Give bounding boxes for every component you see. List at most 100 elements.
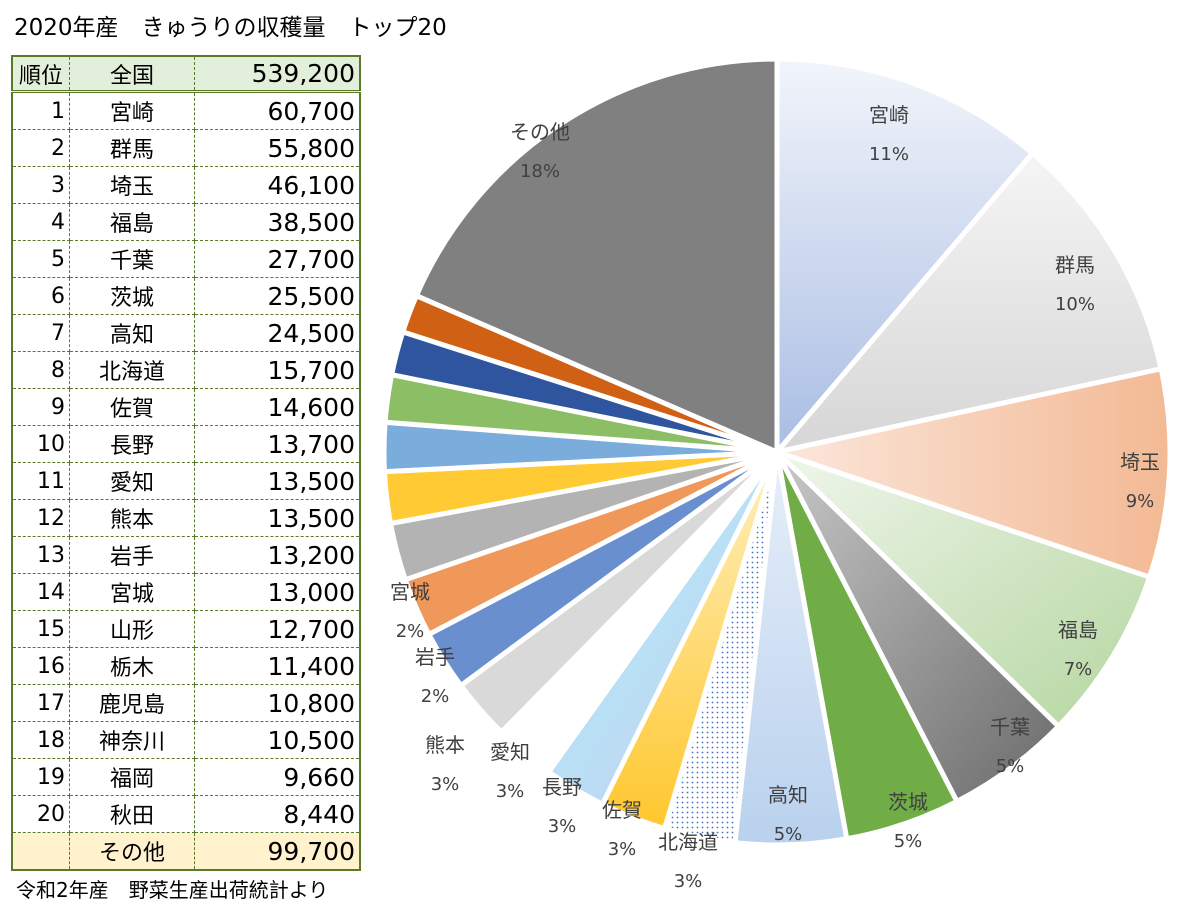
rank-cell: 11: [11, 462, 70, 500]
value-cell: 13,500: [194, 499, 361, 537]
prefecture-cell: 宮崎: [69, 91, 195, 130]
table-row: 19 福岡 9,660: [11, 758, 361, 796]
prefecture-cell: 愛知: [69, 462, 195, 500]
value-cell: 38,500: [194, 203, 361, 241]
rank-cell: 5: [11, 240, 70, 278]
rank-cell: 1: [11, 91, 70, 130]
value-cell: 9,660: [194, 758, 361, 796]
prefecture-cell: 群馬: [69, 129, 195, 167]
chart-title: 2020年産 きゅうりの収穫量 トップ20: [14, 15, 447, 41]
prefecture-cell: 北海道: [69, 351, 195, 389]
header-name: 全国: [69, 55, 195, 93]
prefecture-cell: 福岡: [69, 758, 195, 796]
slice-name-label: 愛知: [490, 740, 530, 764]
slice-name-label: 宮城: [390, 580, 430, 604]
slice-percent-label: 3%: [608, 839, 637, 860]
prefecture-cell: 長野: [69, 425, 195, 463]
prefecture-cell: 秋田: [69, 795, 195, 833]
pie-slice-2: [770, 149, 1165, 457]
slice-name-label: 岩手: [415, 645, 455, 669]
table-row: 4 福島 38,500: [11, 203, 361, 241]
value-cell: 10,500: [194, 721, 361, 759]
value-cell: 13,700: [194, 425, 361, 463]
table-row: 16 栃木 11,400: [11, 647, 361, 685]
slice-percent-label: 5%: [774, 824, 803, 845]
rank-cell: 6: [11, 277, 70, 315]
slice-name-label: 宮崎: [869, 103, 909, 127]
table-row: 18 神奈川 10,500: [11, 721, 361, 759]
value-cell: 15,700: [194, 351, 361, 389]
table-row: 6 茨城 25,500: [11, 277, 361, 315]
rank-cell: 16: [11, 647, 70, 685]
rank-cell: 14: [11, 573, 70, 611]
slice-name-label: 千葉: [990, 715, 1030, 739]
table-row: 10 長野 13,700: [11, 425, 361, 463]
slice-name-label: 熊本: [425, 733, 465, 757]
pie-slice-3: [767, 365, 1173, 581]
slice-name-label: 佐賀: [602, 798, 642, 822]
data-table: 順位 全国 539,200 1 宮崎 60,700 2 群馬 55,800 3 埼玉 46,10…: [11, 55, 361, 871]
prefecture-cell: その他: [69, 832, 195, 871]
slice-percent-label: 11%: [869, 144, 909, 165]
prefecture-cell: 岩手: [69, 536, 195, 574]
table-row: 11 愛知 13,500: [11, 462, 361, 500]
rank-cell: 20: [11, 795, 70, 833]
slice-percent-label: 3%: [674, 871, 703, 892]
slice-percent-label: 5%: [996, 756, 1025, 777]
prefecture-cell: 熊本: [69, 499, 195, 537]
table-row: 8 北海道 15,700: [11, 351, 361, 389]
prefecture-cell: 栃木: [69, 647, 195, 685]
table-row: 17 鹿児島 10,800: [11, 684, 361, 722]
value-cell: 11,400: [194, 647, 361, 685]
rank-cell: 4: [11, 203, 70, 241]
prefecture-cell: 高知: [69, 314, 195, 352]
value-cell: 13,000: [194, 573, 361, 611]
value-cell: 13,500: [194, 462, 361, 500]
rank-cell: [11, 832, 70, 871]
prefecture-cell: 埼玉: [69, 166, 195, 204]
slice-percent-label: 3%: [496, 781, 525, 802]
pie-slice-21: [413, 56, 780, 456]
rank-cell: 2: [11, 129, 70, 167]
slice-name-label: 高知: [768, 783, 808, 807]
header-total: 539,200: [194, 55, 361, 93]
rank-cell: 19: [11, 758, 70, 796]
slice-name-label: 群馬: [1055, 253, 1095, 277]
slice-percent-label: 10%: [1055, 294, 1095, 315]
rank-cell: 7: [11, 314, 70, 352]
slice-name-label: 北海道: [658, 830, 718, 854]
slice-percent-label: 3%: [431, 774, 460, 795]
prefecture-cell: 福島: [69, 203, 195, 241]
prefecture-cell: 宮城: [69, 573, 195, 611]
table-row: 12 熊本 13,500: [11, 499, 361, 537]
slice-percent-label: 2%: [421, 686, 450, 707]
slice-percent-label: 9%: [1126, 491, 1155, 512]
slice-name-label: 福島: [1058, 618, 1098, 642]
table-row-other: その他 99,700: [11, 832, 361, 871]
rank-cell: 10: [11, 425, 70, 463]
pie-slice-4: [775, 449, 1153, 730]
prefecture-cell: 山形: [69, 610, 195, 648]
prefecture-cell: 神奈川: [69, 721, 195, 759]
slice-name-label: 長野: [542, 775, 582, 799]
table-row: 7 高知 24,500: [11, 314, 361, 352]
value-cell: 46,100: [194, 166, 361, 204]
source-note: 令和2年産 野菜生産出荷統計より: [16, 878, 329, 902]
slice-name-label: その他: [510, 120, 570, 144]
value-cell: 13,200: [194, 536, 361, 574]
table-header-row: 順位 全国 539,200: [11, 55, 361, 93]
table-row: 2 群馬 55,800: [11, 129, 361, 167]
value-cell: 27,700: [194, 240, 361, 278]
slice-name-label: 茨城: [888, 790, 928, 814]
rank-cell: 9: [11, 388, 70, 426]
slice-name-label: 埼玉: [1120, 450, 1160, 474]
slice-percent-label: 5%: [894, 831, 923, 852]
table-row: 1 宮崎 60,700: [11, 91, 361, 130]
value-cell: 25,500: [194, 277, 361, 315]
value-cell: 60,700: [194, 91, 361, 130]
value-cell: 10,800: [194, 684, 361, 722]
value-cell: 8,440: [194, 795, 361, 833]
rank-cell: 13: [11, 536, 70, 574]
